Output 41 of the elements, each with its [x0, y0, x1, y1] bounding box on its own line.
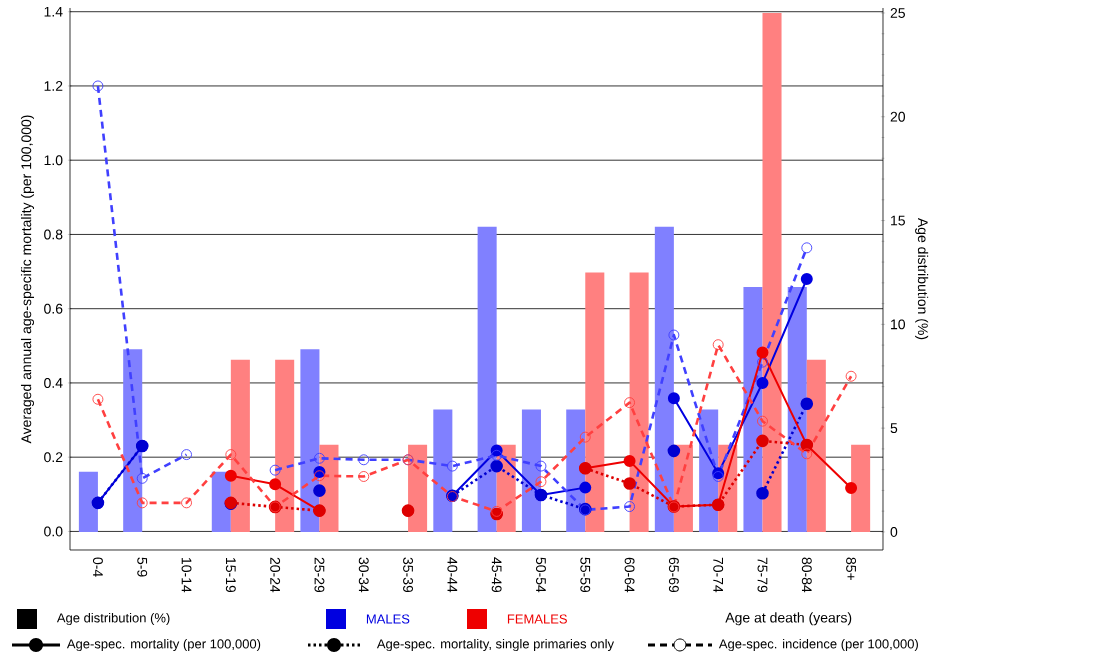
y2-tick-label: 0 — [890, 526, 898, 537]
x-tick-label: 5-9 — [137, 557, 148, 577]
x-tick-label: 60-64 — [624, 557, 635, 593]
y-tick-label: 0.0 — [44, 526, 63, 537]
text: Age-spec. mortality, single primaries only — [376, 638, 615, 652]
text: MALES — [366, 614, 410, 624]
text: Age-spec. mortality (per 100,000) — [66, 638, 261, 652]
x-tick-label: 40-44 — [447, 557, 458, 593]
text: FEMALES — [507, 614, 567, 624]
x-tick-label: 85+ — [846, 557, 857, 581]
x-tick-label: 10-14 — [181, 558, 192, 593]
y-tick-label: 0.2 — [44, 452, 63, 463]
x-tick-label: 55-59 — [580, 557, 591, 593]
y-tick-label: 0.6 — [44, 303, 63, 314]
y-tick-label: 1.2 — [44, 81, 63, 91]
y2-tick-label: 10 — [891, 319, 906, 330]
y2-tick-label: 5 — [890, 423, 898, 434]
y-tick-label: 1.0 — [44, 155, 63, 166]
x-tick-label: 65-69 — [668, 557, 679, 593]
x-tick-label: 75-79 — [757, 557, 768, 593]
x-axis-title: Age at death (years) — [725, 612, 852, 626]
y-tick-label: 0.8 — [44, 229, 63, 240]
x-tick-label: 25-29 — [314, 557, 325, 593]
y2-tick-label: 20 — [890, 111, 906, 122]
x-tick-label: 45-49 — [491, 557, 502, 593]
y-tick-label: 1.4 — [44, 6, 63, 17]
x-tick-label: 15-19 — [225, 558, 236, 593]
y-tick-label: 0.4 — [44, 377, 63, 388]
x-tick-label: 30-34 — [358, 557, 369, 593]
x-tick-label: 0-4 — [92, 557, 103, 577]
y2-tick-label: 15 — [891, 215, 905, 226]
y-axis-title: Averaged annual age-specific mortality (per 100,000) — [20, 115, 35, 444]
x-tick-label: 50-54 — [536, 557, 546, 593]
text: Age distribution (%) — [56, 612, 170, 626]
x-tick-label: 70-74 — [713, 557, 724, 593]
text: Age-spec. incidence (per 100,000) — [718, 638, 918, 652]
x-tick-label: 20-24 — [270, 557, 281, 593]
x-tick-label: 35-39 — [403, 557, 414, 593]
y2-tick-label: 25 — [890, 8, 905, 18]
x-tick-label: 80-84 — [801, 557, 812, 593]
y2-axis-title: Age distribution (%) — [915, 217, 929, 340]
